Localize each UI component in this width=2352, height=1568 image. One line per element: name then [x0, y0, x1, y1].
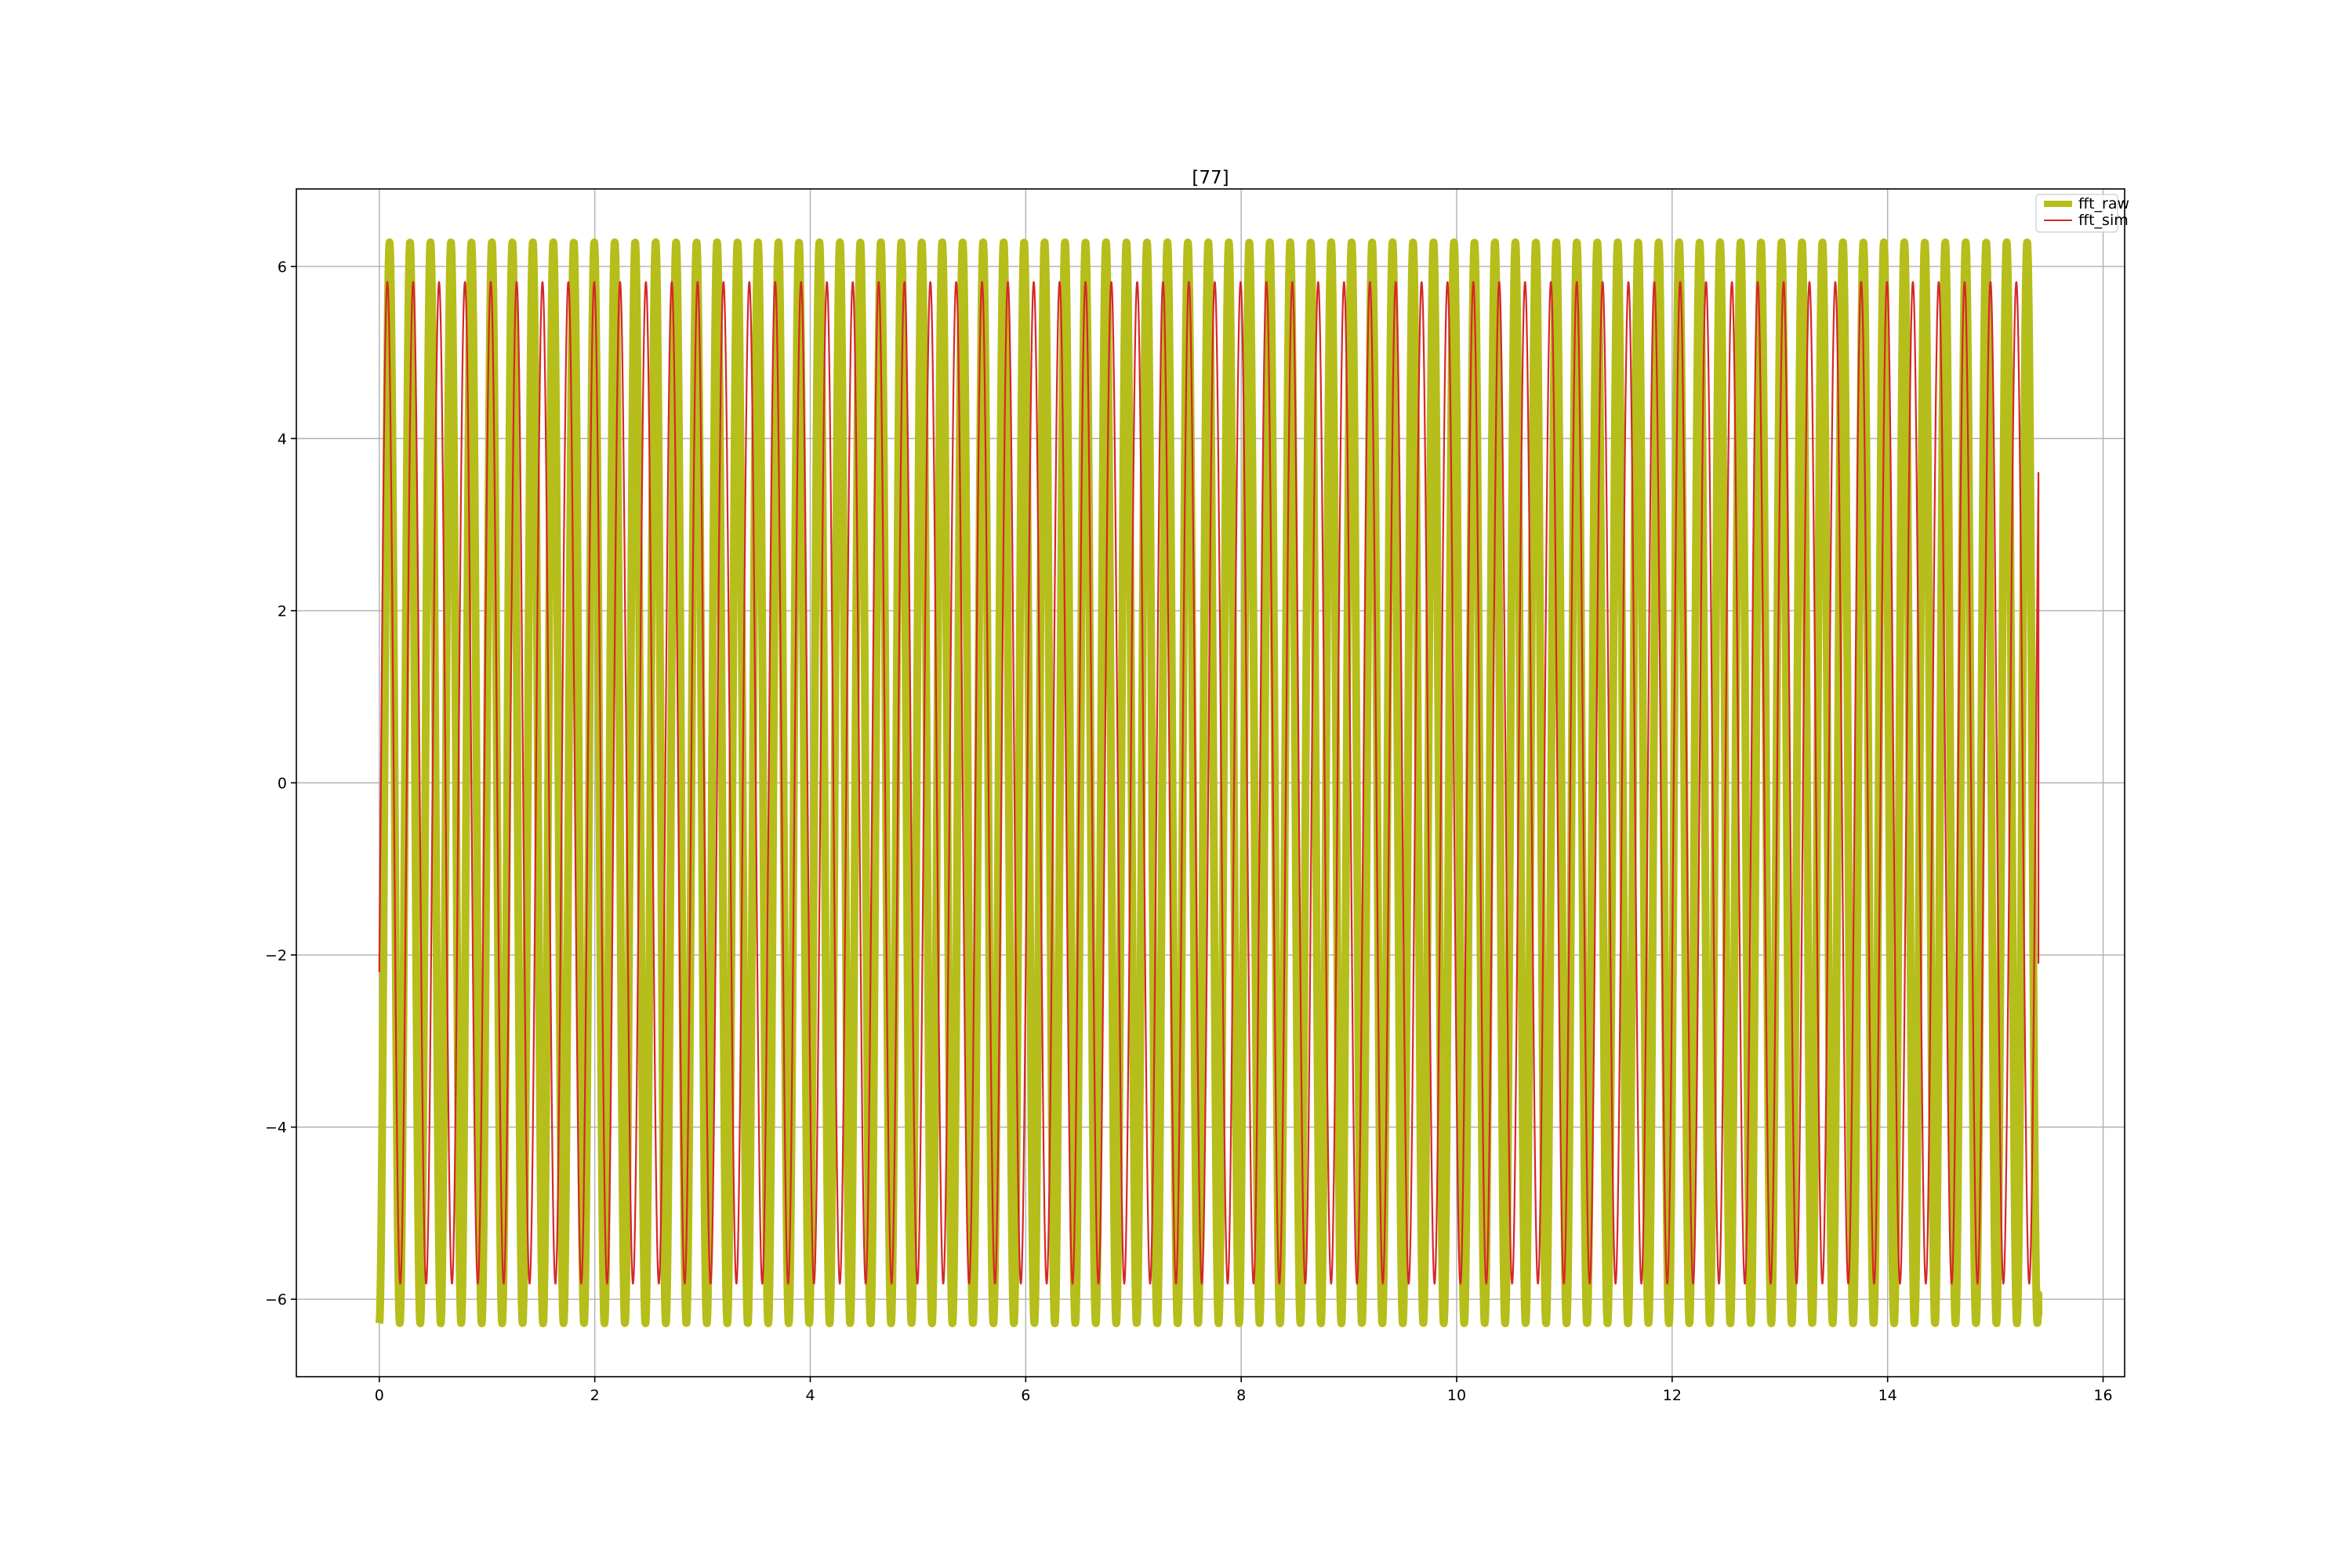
x-tick-label: 4 [805, 1387, 815, 1404]
legend: fft_raw fft_sim [2035, 194, 2129, 233]
chart-title: [77] [1192, 168, 1229, 188]
legend-label-fft-sim: fft_sim [2078, 212, 2129, 229]
y-tick-label: 4 [278, 430, 287, 448]
x-tick-label: 0 [375, 1387, 384, 1404]
y-tick-label: −2 [265, 947, 287, 964]
y-axis-ticks: −6 −4 −2 0 2 4 6 [265, 259, 296, 1308]
y-tick-label: 0 [278, 775, 287, 793]
x-tick-label: 2 [590, 1387, 600, 1404]
y-tick-label: 2 [278, 603, 287, 620]
y-tick-label: −4 [265, 1120, 287, 1137]
x-tick-label: 14 [1878, 1387, 1897, 1404]
series-lines [375, 238, 2043, 1327]
legend-label-fft-raw: fft_raw [2078, 195, 2129, 212]
y-tick-label: −6 [265, 1291, 287, 1308]
x-tick-label: 8 [1236, 1387, 1246, 1404]
x-axis-ticks: 0 2 4 6 8 10 12 14 16 [375, 1377, 2113, 1404]
y-tick-label: 6 [278, 259, 287, 276]
x-tick-label: 16 [2093, 1387, 2112, 1404]
series-line-fft-sim [378, 281, 2040, 1285]
x-tick-label: 6 [1021, 1387, 1030, 1404]
x-tick-label: 10 [1447, 1387, 1466, 1404]
series-line-fft-raw [375, 238, 2043, 1327]
x-tick-label: 12 [1663, 1387, 1682, 1404]
